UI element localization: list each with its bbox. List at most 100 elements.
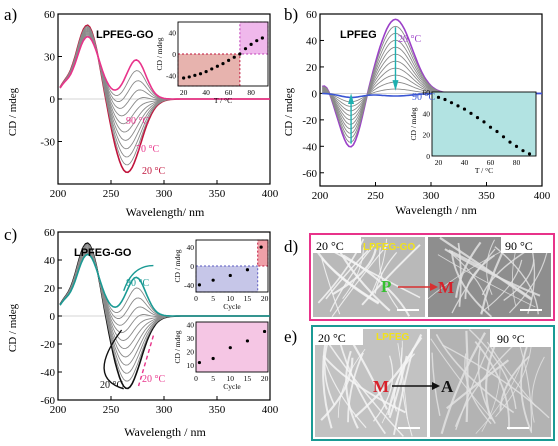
panel-c-2-inset-y-tick: 20 (187, 348, 195, 357)
temp-e-left: 20 °C (318, 331, 346, 345)
panel-b-inset-point (508, 140, 512, 144)
panel-d: d) 20 °C LPFEG-GO 90 °C P M (284, 233, 555, 321)
panel-a-inset-point (221, 62, 225, 66)
temp-box-d-right (501, 237, 551, 253)
panel-a-inset-point (255, 39, 259, 43)
panel-a-inset-point (210, 67, 214, 71)
panel-b-y-tick-label: -40 (302, 141, 317, 153)
panel-a-inset-point (249, 42, 253, 47)
panel-b-x-tick-label: 350 (478, 190, 495, 202)
panel-b-inset-y-tick: 0 (426, 152, 430, 161)
panel-b-inset-point (501, 135, 506, 139)
y-axis-label-c: CD / mdeg (7, 303, 19, 352)
fiber (437, 254, 536, 308)
panel-b-x-tick-label: 300 (423, 190, 440, 202)
panel-c-2-inset-point (228, 346, 232, 350)
panel-a-y-tick-label: 30 (44, 52, 56, 64)
panel-label-c: c) (4, 225, 17, 244)
panel-c-1-inset-xlabel: Cycle (223, 302, 241, 311)
x-axis-label-c: Wavelength / nm (124, 425, 206, 439)
panel-a-inset-x-tick: 20 (180, 88, 188, 97)
panel-a-inset-point (243, 47, 248, 51)
panel-c-x-tick-label: 200 (50, 404, 67, 416)
panel-e: e) 20 °C LPFEG 90 °C M A (284, 325, 555, 441)
panel-c-1-inset-x-tick: 20 (261, 294, 269, 303)
fiber (378, 246, 399, 310)
panel-b-x-tick-label: 400 (534, 190, 551, 202)
panel-c-2-inset-point (262, 329, 267, 334)
panel-a-x-tick-label: 250 (103, 188, 120, 200)
fiber (439, 236, 533, 301)
fiber (451, 248, 496, 314)
temp-d-right: 90 °C (505, 239, 533, 253)
panel-b-inset-point (488, 125, 493, 129)
panel-b-inset-point (514, 144, 519, 148)
fiber (464, 254, 496, 300)
panel-a-inset-frame (177, 21, 269, 87)
panel-c-2-inset-point (197, 360, 202, 365)
fiber (435, 333, 515, 414)
annotation-20c-b: 20 °C (398, 34, 421, 45)
panel-a-inset-y-tick: 0 (172, 50, 176, 59)
panel-c-1-inset-y-tick: -40 (184, 281, 194, 290)
panel-a-inset-x-tick: 60 (225, 88, 233, 97)
panel-b-inset-frame (431, 91, 537, 157)
panel-a-inset-point (198, 72, 203, 76)
temp-box-e-right (490, 329, 551, 347)
fiber (329, 244, 375, 312)
fiber (465, 330, 469, 423)
panel-a-inset-point (260, 36, 264, 40)
panel-b-x-tick-label: 250 (367, 190, 384, 202)
panel-a-inset-point (227, 58, 231, 63)
panel-c-x-tick-label: 400 (262, 404, 279, 416)
fiber (347, 352, 364, 423)
panel-label-d: d) (284, 237, 298, 256)
fiber (454, 340, 520, 427)
panel-a-inset-point (232, 55, 236, 59)
border-e (311, 325, 555, 441)
panel-b-inset-x-tick: 60 (487, 158, 495, 167)
panel-a-inset-y-tick: 40 (169, 29, 177, 38)
fiber (373, 355, 394, 422)
panel-c-1-inset-point (211, 278, 215, 282)
fiber (486, 341, 537, 407)
panel-a-inset-point (187, 75, 191, 79)
fiber (374, 251, 398, 294)
fiber (322, 354, 406, 414)
x-axis-label-a: Wavelength/ nm (126, 205, 205, 219)
panel-a-x-tick-label: 400 (262, 188, 279, 200)
panel-c-2-inset-shade (196, 322, 268, 372)
annotation-20c-c-right: 20 °C (142, 374, 165, 385)
panel-a-inset-x-tick: 80 (247, 88, 255, 97)
panel-a-y-tick-label: 60 (44, 9, 56, 21)
panel-b-y-tick-label: -60 (302, 168, 317, 180)
panel-c-2-inset-y-tick: 10 (187, 361, 195, 370)
panel-a-x-tick-label: 200 (50, 188, 67, 200)
fiber (430, 338, 495, 422)
panel-b-inset-point (521, 149, 525, 153)
panel-c-1-inset-y-tick: 40 (187, 243, 195, 252)
fiber (427, 247, 509, 300)
annotation-70c-a: 70 °C (136, 144, 159, 155)
panel-c-1-inset-ylabel: CD / mdeg (173, 249, 182, 282)
fiber (457, 242, 462, 307)
panel-a-y-tick-label: 0 (50, 94, 56, 106)
panel-b-inset-y-tick: 60 (423, 88, 431, 97)
fiber (322, 356, 367, 429)
panel-c-2-inset-y-tick: 40 (187, 321, 195, 330)
panel-c-1-inset-x-tick: 15 (244, 294, 252, 303)
panel-b-inset-point (469, 111, 473, 115)
fiber (481, 250, 528, 296)
fiber (442, 344, 550, 419)
panel-b-inset-x-tick: 80 (513, 158, 521, 167)
panel-a-x-tick-label: 350 (209, 188, 226, 200)
temp-box-e-left (315, 329, 363, 345)
panel-b-inset-point (443, 97, 447, 102)
panel-c-1-inset-frame (195, 239, 269, 293)
panel-c-2-inset-frame (195, 321, 269, 373)
panel-c-2-inset-x-tick: 0 (194, 374, 198, 383)
border-d (309, 233, 555, 321)
fiber (495, 343, 532, 418)
panel-a: a) 200 250 300 350 400 -30 0 30 60 20 40 60 80 -40 0 4… (4, 5, 279, 219)
y-axis-label-a: CD / mdeg (7, 87, 19, 136)
